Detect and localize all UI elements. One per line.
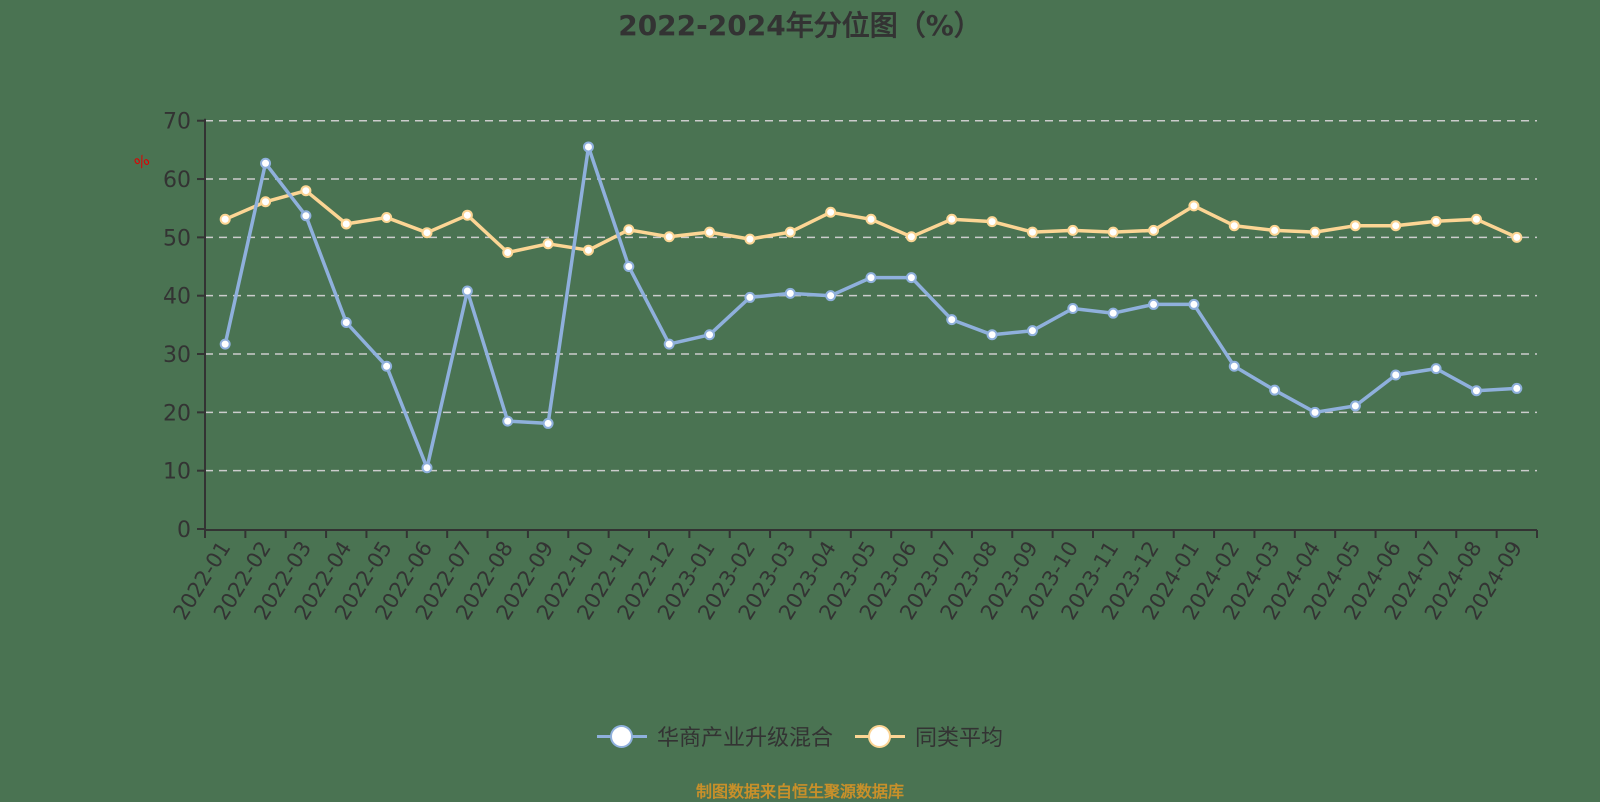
data-point[interactable]	[300, 210, 312, 222]
data-point[interactable]	[663, 338, 675, 350]
data-point[interactable]	[1269, 224, 1281, 236]
data-point[interactable]	[1309, 406, 1321, 418]
y-tick-label: 10	[163, 460, 191, 485]
legend-label: 同类平均	[915, 726, 1004, 751]
data-point[interactable]	[946, 314, 958, 326]
data-point[interactable]	[542, 417, 554, 429]
data-point[interactable]	[744, 291, 756, 303]
data-point[interactable]	[1430, 363, 1442, 375]
data-point[interactable]	[623, 261, 635, 273]
chart-title: 2022-2024年分位图（%）	[618, 9, 982, 42]
data-point[interactable]	[1188, 200, 1200, 212]
y-axis-unit-label: %	[131, 151, 152, 174]
data-point[interactable]	[986, 216, 998, 228]
data-point[interactable]	[865, 272, 877, 284]
data-point[interactable]	[219, 213, 231, 225]
y-tick-label: 40	[163, 285, 191, 310]
data-point[interactable]	[1188, 298, 1200, 310]
data-point[interactable]	[623, 224, 635, 236]
data-point[interactable]	[461, 209, 473, 221]
data-point[interactable]	[1390, 220, 1402, 232]
data-point[interactable]	[663, 231, 675, 243]
legend-line-circle-icon	[596, 724, 647, 748]
data-point[interactable]	[421, 227, 433, 239]
data-point[interactable]	[1511, 231, 1523, 243]
grid-lines	[205, 119, 1537, 472]
y-tick-label: 20	[163, 401, 191, 426]
series-layer	[219, 141, 1523, 474]
data-point[interactable]	[905, 272, 917, 284]
data-point[interactable]	[744, 233, 756, 245]
data-point[interactable]	[381, 212, 393, 224]
legend: 华商产业升级混合 同类平均	[0, 720, 1600, 752]
data-point[interactable]	[300, 185, 312, 197]
data-point[interactable]	[461, 285, 473, 297]
data-point[interactable]	[1026, 325, 1038, 337]
data-point[interactable]	[986, 329, 998, 341]
legend-line-circle-icon	[855, 724, 905, 748]
data-point[interactable]	[1026, 226, 1038, 238]
data-point[interactable]	[381, 360, 393, 372]
legend-label: 华商产业升级混合	[656, 726, 833, 751]
data-point[interactable]	[784, 226, 796, 238]
data-point[interactable]	[219, 338, 231, 350]
data-point[interactable]	[946, 213, 958, 225]
x-axis: 2022-012022-022022-032022-042022-052022-…	[169, 529, 1538, 624]
data-point[interactable]	[1148, 298, 1160, 310]
y-tick-label: 60	[163, 168, 191, 193]
data-point[interactable]	[1228, 360, 1240, 372]
data-point[interactable]	[260, 157, 272, 169]
data-point[interactable]	[1349, 400, 1361, 412]
data-point[interactable]	[1511, 382, 1523, 394]
data-point[interactable]	[704, 329, 716, 341]
data-point[interactable]	[905, 231, 917, 243]
data-point[interactable]	[1148, 224, 1160, 236]
y-tick-label: 70	[163, 110, 191, 135]
series-fund	[219, 141, 1523, 474]
y-tick-label: 0	[177, 518, 191, 543]
y-axis: 0 10 20 30 40 50 60 70	[163, 110, 206, 543]
data-point[interactable]	[340, 218, 352, 230]
data-point[interactable]	[784, 287, 796, 299]
series-peer-average	[219, 185, 1523, 259]
data-point[interactable]	[1269, 384, 1281, 396]
legend-item-peer-average[interactable]: 同类平均	[855, 720, 1003, 752]
data-point[interactable]	[542, 238, 554, 250]
legend-item-fund[interactable]: 华商产业升级混合	[596, 720, 833, 752]
data-point[interactable]	[260, 196, 272, 208]
data-point[interactable]	[340, 317, 352, 329]
data-point[interactable]	[825, 206, 837, 218]
y-tick-label: 50	[163, 226, 191, 251]
data-point[interactable]	[1107, 226, 1119, 238]
data-point[interactable]	[582, 244, 594, 256]
data-point[interactable]	[502, 247, 514, 259]
data-point[interactable]	[582, 141, 594, 153]
data-point[interactable]	[1309, 226, 1321, 238]
data-point[interactable]	[825, 290, 837, 302]
data-source-footer: 制图数据来自恒生聚源数据库	[695, 782, 904, 801]
data-point[interactable]	[1107, 307, 1119, 319]
y-tick-label: 30	[163, 343, 191, 368]
data-point[interactable]	[865, 213, 877, 225]
data-point[interactable]	[1470, 385, 1482, 397]
data-point[interactable]	[1228, 220, 1240, 232]
data-point[interactable]	[1470, 213, 1482, 225]
data-point[interactable]	[1430, 215, 1442, 227]
data-point[interactable]	[704, 226, 716, 238]
data-point[interactable]	[1067, 303, 1079, 315]
data-point[interactable]	[1390, 369, 1402, 381]
data-point[interactable]	[1349, 220, 1361, 232]
data-point[interactable]	[421, 462, 433, 474]
data-point[interactable]	[502, 415, 514, 427]
data-point[interactable]	[1067, 224, 1079, 236]
